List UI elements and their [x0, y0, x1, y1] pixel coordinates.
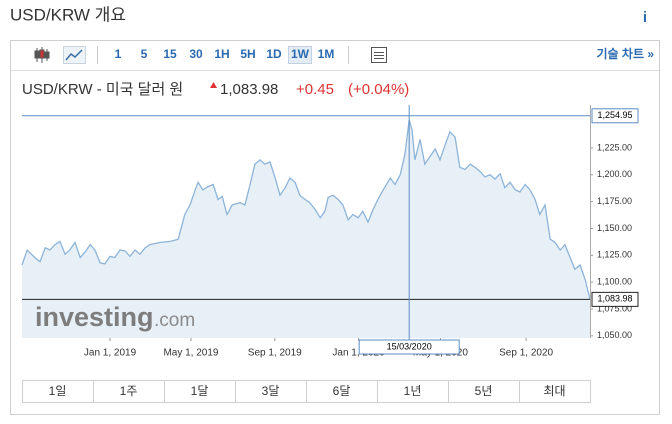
y-tick-label: 1,125.00 — [597, 250, 632, 260]
crosshair-value-box — [591, 108, 639, 124]
interval-button[interactable]: 30 — [189, 47, 203, 61]
crosshair-date-box — [358, 339, 460, 355]
watermark-suffix: .com — [154, 310, 195, 331]
interval-button[interactable]: 1 — [115, 47, 122, 61]
interval-selected-bg — [288, 46, 312, 64]
interval-button[interactable]: 1M — [318, 47, 335, 61]
y-tick-label: 1,200.00 — [597, 169, 632, 179]
quote-price: 1,083.98 — [220, 81, 278, 98]
line-icon — [65, 49, 83, 61]
table-icon[interactable] — [371, 47, 387, 63]
quote-name: USD/KRW - 미국 달러 원 — [22, 81, 183, 98]
range-label: 1주 — [120, 384, 138, 398]
quote-change-pct: (+0.04%) — [348, 81, 409, 98]
y-tick-label: 1,150.00 — [597, 223, 632, 233]
range-label: 1년 — [404, 384, 422, 398]
x-tick-label: Sep 1, 2020 — [499, 348, 553, 359]
info-icon[interactable]: i — [643, 9, 647, 26]
y-tick-label: 1,050.00 — [597, 330, 632, 340]
price-line — [21, 119, 591, 300]
range-label: 6달 — [333, 384, 351, 398]
line-icon-button[interactable] — [63, 46, 86, 64]
range-label: 최대 — [543, 384, 565, 398]
crosshair-date-label: 15/03/2020 — [387, 341, 432, 351]
y-tick-label: 1,175.00 — [597, 196, 632, 206]
crosshair-value-label: 1,254.95 — [597, 110, 632, 120]
interval-button[interactable]: 15 — [163, 47, 177, 61]
x-tick-label: Jan 1, 2019 — [84, 348, 137, 359]
y-tick-label: 1,075.00 — [597, 303, 632, 313]
range-label: 5년 — [475, 384, 493, 398]
range-label: 1달 — [191, 384, 209, 398]
interval-button[interactable]: 1H — [214, 47, 229, 61]
quote-change: +0.45 — [296, 81, 334, 98]
x-tick-label: May 1, 2019 — [163, 348, 218, 359]
candle-icon[interactable] — [34, 47, 50, 63]
widget-title: USD/KRW 개요 — [10, 5, 126, 24]
last-price-label: 1,083.98 — [597, 294, 632, 304]
interval-button[interactable]: 5 — [141, 47, 148, 61]
up-arrow — [210, 82, 217, 88]
interval-button[interactable]: 5H — [240, 47, 255, 61]
area-fill — [22, 120, 590, 338]
x-tick-label: Sep 1, 2019 — [248, 348, 302, 359]
y-tick-label: 1,100.00 — [597, 277, 632, 287]
range-button[interactable] — [519, 380, 591, 403]
range-label: 1일 — [49, 384, 67, 398]
watermark-brand: investing — [35, 302, 154, 332]
y-tick-label: 1,225.00 — [597, 142, 632, 152]
interval-button[interactable]: 1D — [266, 47, 282, 61]
last-price-box — [591, 291, 639, 307]
technical-chart-link[interactable]: 기술 차트 » — [596, 46, 654, 61]
interval-button[interactable]: 1W — [291, 47, 310, 61]
range-label: 3달 — [262, 384, 280, 398]
